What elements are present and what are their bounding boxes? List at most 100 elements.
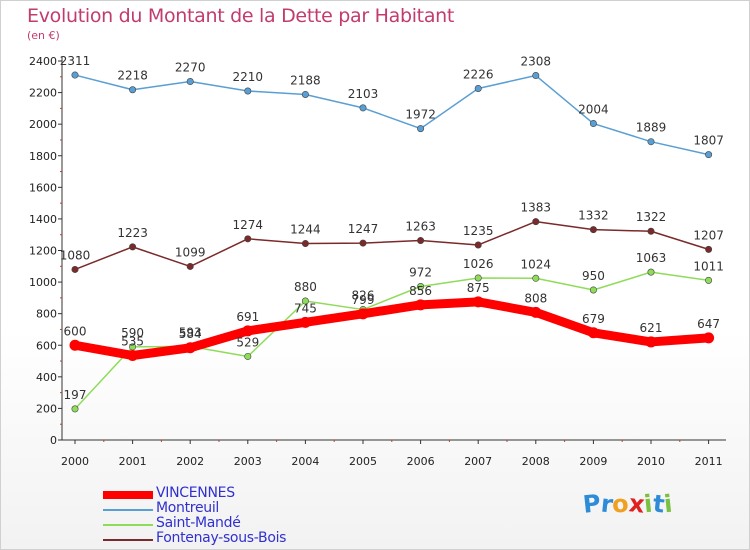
y-minor-tick — [60, 265, 62, 267]
data-point — [647, 138, 655, 146]
y-tick-label: 400 — [36, 371, 57, 384]
x-tick-label: 2002 — [176, 455, 204, 468]
y-minor-tick — [60, 328, 62, 330]
x-tick-label: 2001 — [119, 455, 147, 468]
y-tick-label: 800 — [36, 308, 57, 321]
y-minor-tick — [60, 423, 62, 425]
y-tick-label: 2200 — [29, 87, 57, 100]
data-label: 1207 — [693, 228, 724, 242]
data-label: 799 — [352, 293, 375, 307]
data-label: 1235 — [463, 224, 494, 238]
data-point — [127, 350, 139, 362]
x-tick-label: 2011 — [695, 455, 723, 468]
data-label: 621 — [640, 321, 663, 335]
data-point — [703, 332, 715, 344]
x-minor-tick — [564, 440, 566, 442]
x-minor-tick — [679, 440, 681, 442]
chart-subtitle: (en €) — [27, 29, 60, 42]
data-point — [359, 104, 367, 112]
data-label: 1383 — [521, 201, 552, 215]
x-tick-label: 2010 — [637, 455, 665, 468]
y-tick-label: 0 — [50, 434, 57, 447]
data-point — [705, 245, 713, 253]
data-label: 808 — [524, 291, 547, 305]
data-point — [474, 84, 482, 92]
data-label: 529 — [236, 335, 259, 349]
x-minor-tick — [333, 440, 335, 442]
data-point — [71, 405, 79, 413]
data-point — [129, 243, 137, 251]
y-tick-label: 1600 — [29, 181, 57, 194]
data-point — [589, 226, 597, 234]
data-point — [417, 125, 425, 133]
y-minor-tick — [60, 297, 62, 299]
data-label: 1223 — [117, 226, 148, 240]
proxiti-logo: Proxiti — [582, 489, 674, 519]
y-minor-tick — [60, 202, 62, 204]
logo-letter: i — [662, 489, 674, 519]
data-label: 584 — [179, 327, 202, 341]
data-label: 1889 — [636, 121, 667, 135]
x-tick-label: 2005 — [349, 455, 377, 468]
data-label: 1011 — [693, 259, 724, 273]
x-minor-tick — [218, 440, 220, 442]
x-tick-label: 2004 — [291, 455, 319, 468]
data-point — [647, 268, 655, 276]
y-minor-tick — [60, 392, 62, 394]
data-point — [186, 78, 194, 86]
data-point — [589, 120, 597, 128]
data-point — [129, 86, 137, 94]
legend-label: Saint-Mandé — [156, 515, 241, 531]
chart-legend: VINCENNES Montreuil Saint-Mandé Fontenay-so… — [103, 485, 363, 547]
data-point — [301, 240, 309, 248]
y-minor-tick — [60, 171, 62, 173]
data-label: 1274 — [233, 218, 264, 232]
data-label: 2004 — [578, 103, 609, 117]
data-point — [474, 241, 482, 249]
x-tick-label: 2003 — [234, 455, 262, 468]
data-point — [359, 239, 367, 247]
data-label: 1247 — [348, 222, 379, 236]
legend-swatch — [103, 491, 153, 499]
data-label: 535 — [121, 335, 144, 349]
data-point — [242, 325, 254, 337]
x-minor-tick — [160, 440, 162, 442]
data-label: 2308 — [521, 55, 552, 69]
x-tick-label: 2000 — [61, 455, 89, 468]
y-minor-tick — [60, 76, 62, 78]
data-label: 1807 — [693, 134, 724, 148]
chart-title: Evolution du Montant de la Dette par Hab… — [27, 5, 455, 27]
data-label: 1244 — [290, 223, 321, 237]
x-minor-tick — [448, 440, 450, 442]
data-point — [244, 87, 252, 95]
data-label: 590 — [121, 326, 144, 340]
data-point — [705, 276, 713, 284]
y-tick-label: 200 — [36, 402, 57, 415]
legend-item: Fontenay-sous-Bois — [103, 530, 363, 547]
data-point — [417, 237, 425, 245]
y-minor-tick — [60, 107, 62, 109]
y-tick-label: 600 — [36, 339, 57, 352]
x-tick-label: 2008 — [522, 455, 550, 468]
data-label: 1332 — [578, 209, 609, 223]
data-label: 2103 — [348, 87, 379, 101]
y-tick-label: 2400 — [29, 55, 57, 68]
data-label: 647 — [697, 317, 720, 331]
legend-item: Montreuil — [103, 500, 363, 517]
data-point — [587, 327, 599, 339]
x-tick-label: 2007 — [464, 455, 492, 468]
data-point — [530, 306, 542, 318]
data-label: 2218 — [117, 69, 148, 83]
data-label: 856 — [409, 284, 432, 298]
data-label: 691 — [236, 310, 259, 324]
y-tick-label: 1200 — [29, 245, 57, 258]
data-point — [415, 299, 427, 311]
y-minor-tick — [60, 234, 62, 236]
data-point — [184, 342, 196, 354]
data-label: 1099 — [175, 245, 206, 259]
x-minor-tick — [276, 440, 278, 442]
data-label: 880 — [294, 280, 317, 294]
data-point — [417, 283, 425, 291]
